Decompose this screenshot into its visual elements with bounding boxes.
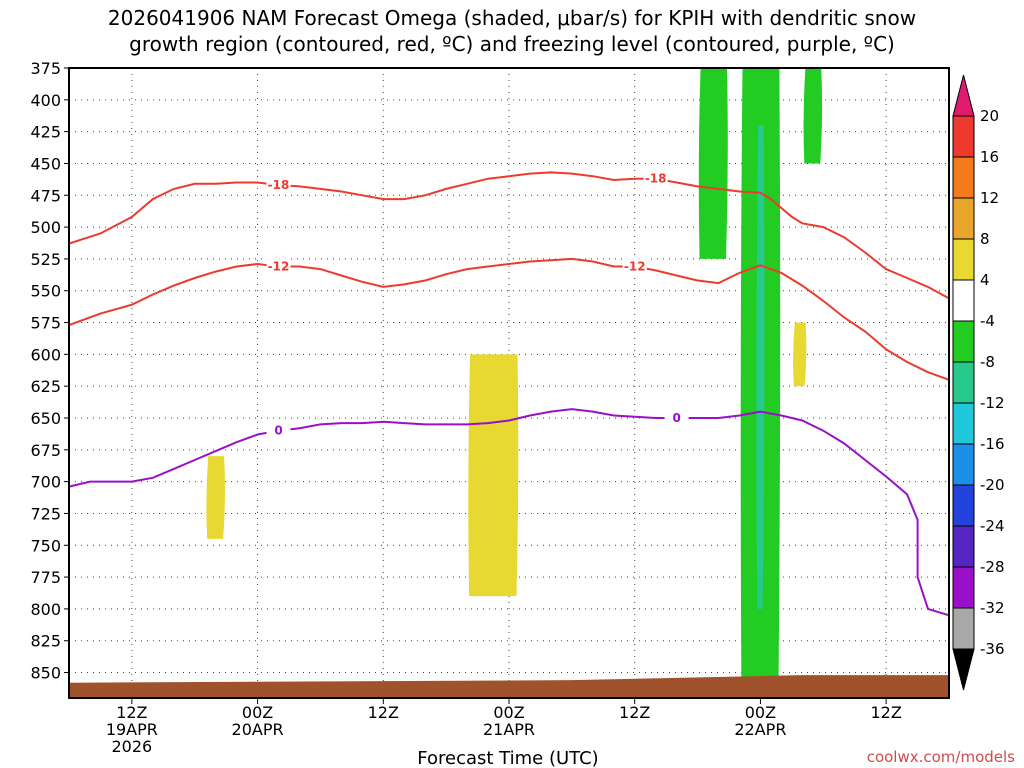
x-tick-label: 12Z: [116, 703, 147, 722]
colorbar-label: -4: [980, 312, 995, 330]
y-tick-label: 400: [30, 91, 61, 110]
omega-region: [793, 322, 807, 387]
y-tick-label: 800: [30, 600, 61, 619]
x-tick-label: 00Z: [493, 703, 524, 722]
x-tick-year: 2026: [111, 737, 152, 756]
x-tick-label: 12Z: [368, 703, 399, 722]
colorbar-segment: [952, 361, 975, 404]
colorbar-segment: [952, 648, 975, 691]
colorbar-label: -12: [980, 394, 1005, 412]
y-tick-label: 750: [30, 536, 61, 555]
chart-title-line-2: growth region (contoured, red, ºC) and f…: [129, 32, 895, 56]
contour-line: [69, 408, 949, 617]
contour-label: -18: [268, 178, 290, 192]
terrain-band: [69, 675, 949, 698]
y-tick-label: 625: [30, 377, 61, 396]
x-tick-date: 19APR: [106, 720, 158, 739]
colorbar-segment: [952, 197, 975, 240]
x-tick-label: 12Z: [870, 703, 901, 722]
axes: 375 400 425 450 475 500 525 550 575 600 625 650 675 7…: [30, 59, 950, 756]
contour-label: -12: [268, 260, 290, 274]
colorbar-segment: [952, 115, 975, 158]
colorbar-segment: [952, 74, 975, 117]
colorbar-label: 12: [980, 189, 999, 207]
colorbar-segment: [952, 238, 975, 281]
contour-label-background: [266, 422, 291, 439]
colorbar-label: -20: [980, 476, 1005, 494]
omega-region: [803, 68, 823, 164]
colorbar-label: -36: [980, 640, 1005, 658]
contour-line: [69, 171, 949, 300]
contour-label-background: [622, 258, 647, 275]
colorbar-segment: [952, 607, 975, 650]
contour-label: 0: [672, 411, 680, 425]
y-tick-label: 450: [30, 154, 61, 173]
y-tick-label: 575: [30, 314, 61, 333]
credit-text: coolwx.com/models: [867, 748, 1015, 766]
x-tick-label: 00Z: [745, 703, 776, 722]
contour-label: -18: [645, 172, 667, 186]
y-tick-label: 425: [30, 123, 61, 142]
colorbar-label: -32: [980, 599, 1005, 617]
y-tick-label: 475: [30, 186, 61, 205]
colorbar-label: 8: [980, 230, 990, 248]
x-tick-date: 20APR: [232, 720, 284, 739]
colorbar-segment: [952, 402, 975, 445]
y-tick-label: 375: [30, 59, 61, 78]
colorbar: 20 16 12 8 4 -4 -8 -12 -16 -20 -24 -28 -32 -36: [952, 74, 1005, 691]
chart-title-line-1: 2026041906 NAM Forecast Omega (shaded, μ…: [107, 6, 917, 30]
colorbar-segment: [952, 320, 975, 363]
omega-shading: [206, 68, 823, 698]
colorbar-segment: [952, 525, 975, 568]
colorbar-segment: [952, 484, 975, 527]
y-tick-label: 725: [30, 504, 61, 523]
colorbar-segment: [952, 156, 975, 199]
omega-region: [756, 125, 765, 609]
contour-label: 0: [274, 424, 282, 438]
colorbar-label: -16: [980, 435, 1005, 453]
x-tick-label: 00Z: [242, 703, 273, 722]
x-axis-label: Forecast Time (UTC): [417, 748, 598, 768]
omega-region: [468, 354, 519, 597]
colorbar-label: 16: [980, 148, 999, 166]
x-tick-date: 21APR: [483, 720, 535, 739]
y-tick-label: 500: [30, 218, 61, 237]
y-tick-label: 775: [30, 568, 61, 587]
x-tick-label: 12Z: [619, 703, 650, 722]
contour-label-background: [266, 177, 291, 194]
colorbar-label: -28: [980, 558, 1005, 576]
colorbar-label: -24: [980, 517, 1005, 535]
omega-region: [698, 68, 728, 259]
colorbar-label: 4: [980, 271, 990, 289]
colorbar-segment: [952, 443, 975, 486]
contour-lines: -18 -18 -12 -12 0 0: [69, 170, 949, 617]
colorbar-segment: [952, 566, 975, 609]
y-tick-label: 850: [30, 664, 61, 683]
colorbar-label: -8: [980, 353, 995, 371]
y-tick-label: 675: [30, 441, 61, 460]
y-tick-label: 525: [30, 250, 61, 269]
y-tick-label: 825: [30, 632, 61, 651]
contour-label: -12: [624, 260, 646, 274]
x-tick-date: 22APR: [734, 720, 786, 739]
omega-region: [206, 456, 225, 539]
colorbar-segment: [952, 279, 975, 322]
colorbar-label: 20: [980, 107, 999, 125]
y-tick-label: 550: [30, 282, 61, 301]
contour-line: [69, 257, 949, 381]
contour-label-background: [643, 170, 668, 187]
y-tick-label: 700: [30, 473, 61, 492]
contour-label-background: [266, 258, 291, 275]
contour-label-background: [664, 410, 689, 426]
terrain-surface: [69, 675, 949, 698]
y-tick-label: 600: [30, 345, 61, 364]
y-tick-label: 650: [30, 409, 61, 428]
